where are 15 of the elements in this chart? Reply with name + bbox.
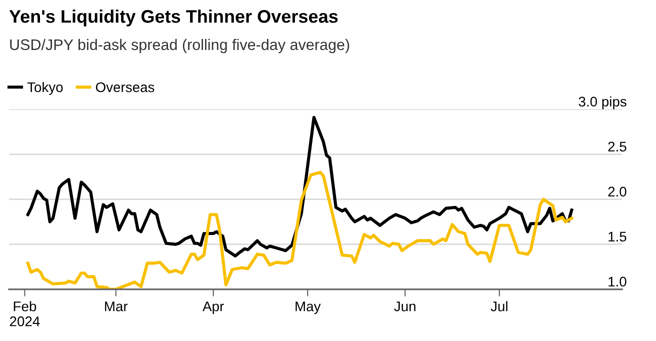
x-tick-label: Feb 2024 bbox=[10, 301, 40, 326]
x-tick-label: Jun bbox=[394, 302, 416, 312]
y-tick-label: 2.0 bbox=[608, 186, 626, 197]
x-tick-label: Mar bbox=[105, 302, 128, 312]
legend-label: Overseas bbox=[96, 82, 154, 92]
x-tick-label: May bbox=[296, 302, 321, 314]
y-tick-label: 1.5 bbox=[608, 232, 626, 242]
y-tick-label: 1.0 bbox=[608, 276, 626, 287]
legend-label: Tokyo bbox=[27, 82, 63, 95]
y-tick-label: 2.5 bbox=[608, 142, 626, 152]
x-tick-label: Jul bbox=[490, 301, 508, 312]
chart-subtitle: USD/JPY bid-ask spread (rolling five-day average) bbox=[10, 38, 350, 54]
x-tick-label: Apr bbox=[202, 302, 224, 314]
y-tick-label: 3.0 pips bbox=[578, 96, 626, 110]
chart-title: Yen's Liquidity Gets Thinner Overseas bbox=[9, 10, 338, 26]
